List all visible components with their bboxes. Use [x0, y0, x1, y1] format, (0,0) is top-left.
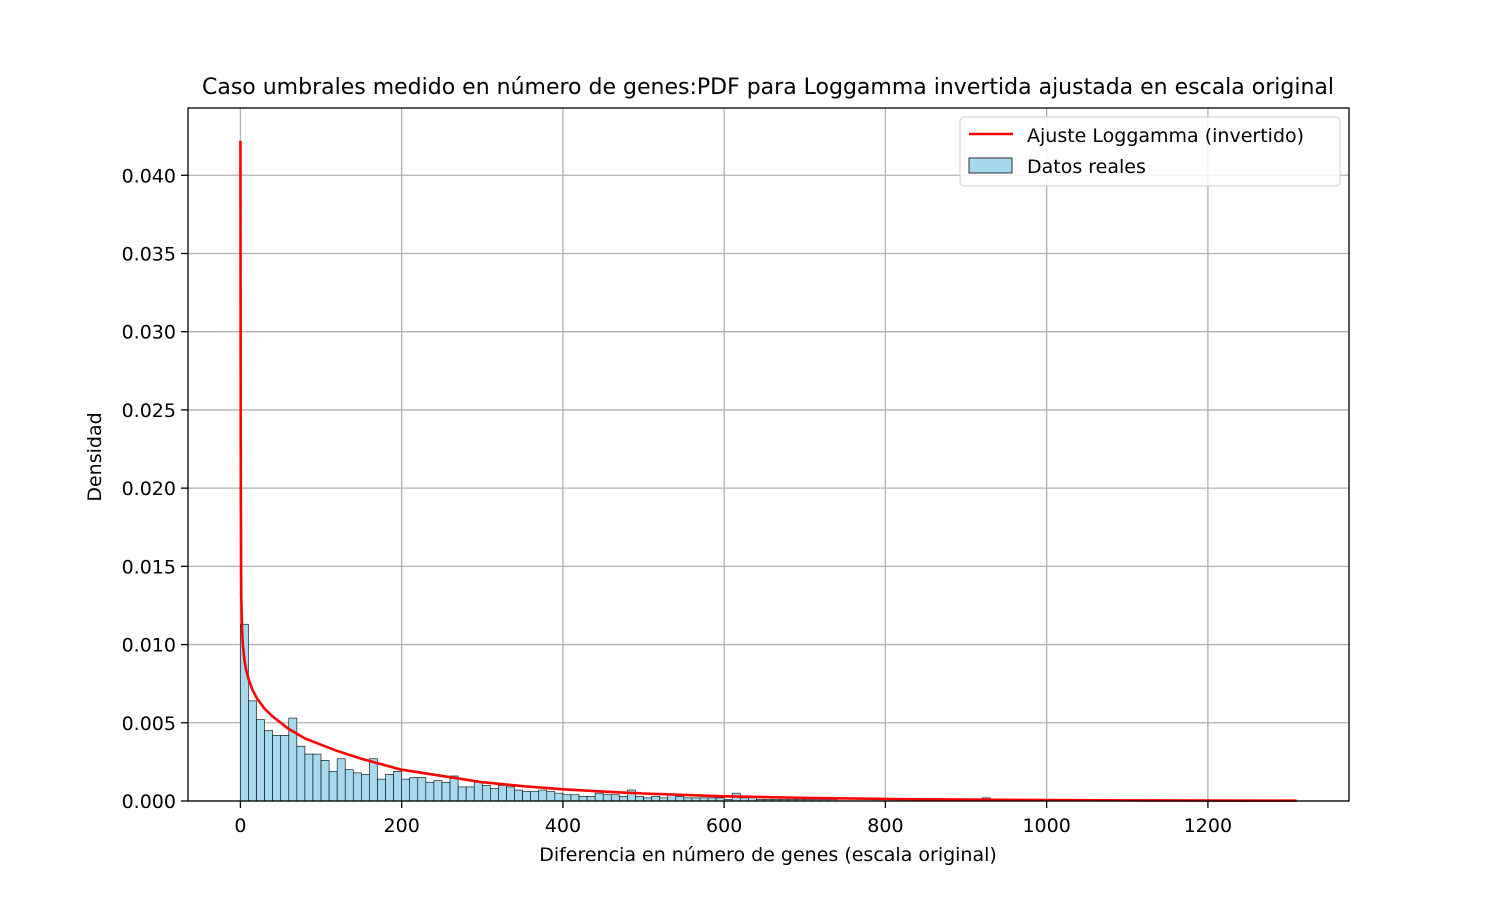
- histogram-bar: [530, 791, 540, 802]
- y-tick-label: 0.035: [122, 243, 176, 265]
- legend-patch-swatch: [968, 157, 1013, 174]
- histogram-bar: [449, 775, 459, 802]
- histogram-bar: [619, 796, 628, 802]
- histogram-bar: [651, 796, 660, 802]
- histogram-bar: [296, 745, 306, 802]
- x-tick-label: 0: [234, 815, 246, 837]
- x-axis-ticks: 0 200 400 600 800 1000 1200: [234, 801, 1232, 837]
- y-axis-ticks: 0.000 0.005 0.010 0.015 0.020 0.025 0.030 0.035…: [122, 165, 188, 813]
- histogram-bar: [401, 778, 411, 802]
- histogram-bar: [344, 769, 354, 802]
- histogram-bar: [570, 794, 580, 802]
- histogram-bar: [602, 794, 612, 802]
- histogram-bar: [320, 760, 330, 802]
- histogram-bar: [409, 777, 419, 802]
- histogram-bar: [586, 796, 596, 802]
- histogram-bar: [610, 794, 620, 802]
- x-tick-label: 1200: [1184, 815, 1232, 837]
- histogram-bar: [481, 785, 491, 802]
- histogram-bar: [377, 778, 386, 802]
- histogram-bar: [506, 786, 515, 802]
- y-tick-label: 0.005: [122, 713, 176, 735]
- fit-series-line: [239, 140, 1297, 802]
- y-tick-label: 0.040: [122, 165, 176, 187]
- x-tick-label: 600: [706, 815, 742, 837]
- histogram-bar: [256, 719, 265, 802]
- histogram-bar: [361, 774, 370, 802]
- x-tick-label: 1000: [1022, 815, 1070, 837]
- histogram-bar: [369, 758, 378, 802]
- histogram-bar: [280, 734, 290, 802]
- y-tick-label: 0.010: [122, 635, 176, 657]
- histogram-bar: [385, 774, 394, 802]
- fit-line: [239, 140, 1297, 802]
- histogram-bar: [352, 772, 362, 802]
- histogram-bar: [538, 789, 548, 802]
- histogram-bars: [240, 623, 991, 802]
- histogram-bar: [441, 781, 451, 802]
- histogram-bar: [514, 789, 523, 802]
- legend-frame: [959, 116, 1341, 187]
- y-tick-label: 0.030: [122, 322, 176, 344]
- x-tick-label: 200: [384, 815, 420, 837]
- y-axis-label: Densidad: [84, 412, 106, 501]
- histogram-bar: [635, 796, 644, 802]
- histogram-bar: [272, 734, 282, 802]
- y-tick-label: 0.025: [122, 400, 176, 422]
- legend: Ajuste Loggamma (invertido) Datos reales: [959, 116, 1341, 187]
- histogram-bar: [546, 791, 556, 802]
- histogram-bar: [433, 780, 443, 802]
- histogram-bar: [562, 794, 572, 802]
- histogram-bar: [336, 758, 346, 802]
- histogram-bar: [393, 770, 402, 802]
- histogram-bar: [457, 786, 467, 802]
- y-tick-label: 0.000: [122, 791, 176, 813]
- histogram-bar: [554, 792, 564, 802]
- plot-frame: [187, 107, 1350, 802]
- histogram-bar: [264, 730, 273, 802]
- histogram-bar: [312, 753, 322, 802]
- histogram-bar: [675, 796, 685, 802]
- y-tick-label: 0.015: [122, 556, 176, 578]
- histogram-bar: [248, 700, 257, 802]
- histogram-bar: [425, 781, 435, 802]
- chart-title: Caso umbrales medido en número de genes:…: [202, 75, 1334, 100]
- histogram-bar: [465, 786, 475, 802]
- legend-label-fit: Ajuste Loggamma (invertido): [1027, 125, 1304, 147]
- histogram-bar: [417, 777, 427, 802]
- histogram-bar: [473, 781, 483, 802]
- histogram-bar: [522, 791, 531, 802]
- y-tick-label: 0.020: [122, 478, 176, 500]
- histogram-bar: [578, 796, 588, 802]
- x-axis-label: Diferencia en número de genes (escala or…: [539, 844, 997, 866]
- histogram-bar: [328, 770, 338, 802]
- x-tick-label: 400: [545, 815, 581, 837]
- legend-label-data: Datos reales: [1027, 156, 1146, 178]
- histogram-bar: [490, 788, 499, 802]
- histogram-bar: [498, 785, 507, 802]
- histogram-bar: [304, 753, 314, 802]
- histogram-bar: [594, 792, 604, 802]
- x-tick-label: 800: [867, 815, 903, 837]
